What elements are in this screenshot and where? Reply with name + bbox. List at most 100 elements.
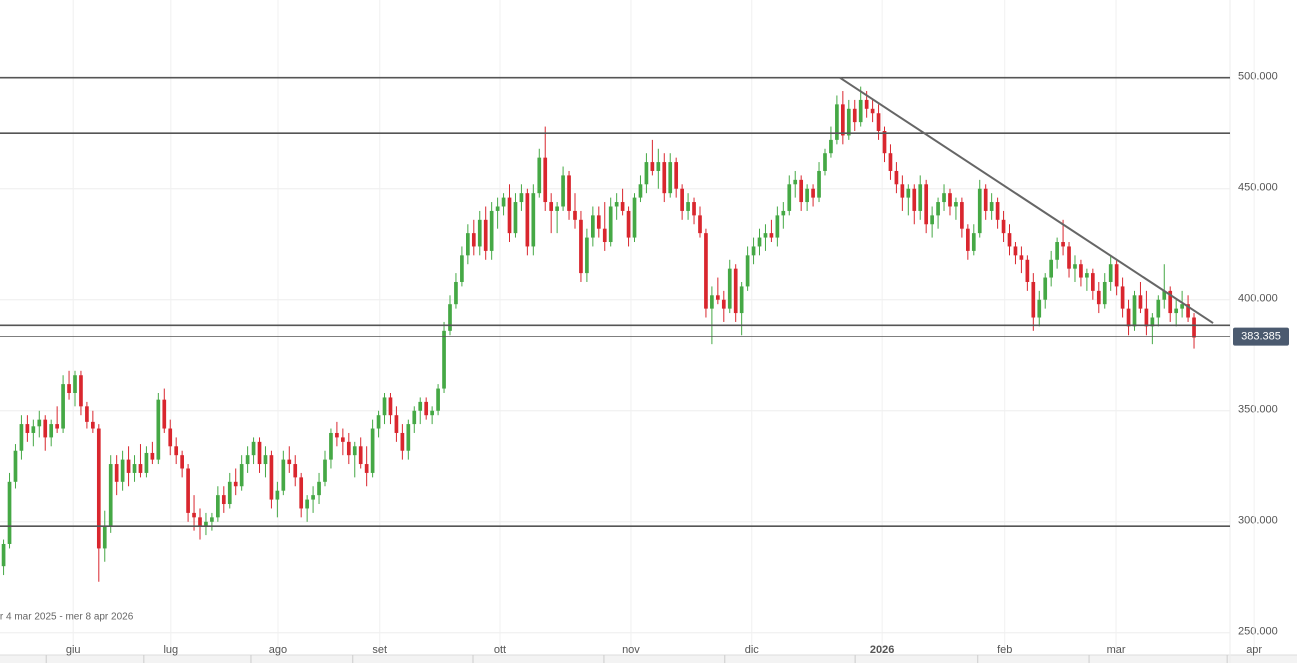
candle-body: [912, 188, 917, 211]
candle-body: [1114, 264, 1119, 287]
candle-body: [293, 464, 298, 478]
candle-body: [210, 517, 214, 522]
candle-body: [585, 237, 589, 274]
candle-body: [1031, 281, 1036, 318]
candle-body: [180, 455, 184, 469]
candle-body: [430, 410, 434, 416]
candle-body: [936, 202, 940, 216]
candle-body: [537, 157, 542, 194]
candle-body: [817, 170, 821, 198]
x-axis-band: [0, 655, 1297, 663]
candle-body: [275, 490, 280, 500]
candle-body: [382, 397, 387, 416]
candle-body: [733, 268, 738, 314]
candle-body: [995, 202, 1000, 220]
candle-body: [614, 202, 619, 207]
candle-body: [745, 255, 750, 287]
candle-body: [466, 233, 470, 256]
candle-body: [769, 233, 774, 238]
candle-body: [531, 193, 536, 247]
candle-body: [1174, 308, 1179, 314]
candle-body: [150, 452, 155, 460]
candle-body: [1186, 304, 1190, 318]
candle-body: [965, 228, 970, 251]
candle-body: [1108, 264, 1113, 282]
candle-body: [55, 424, 59, 429]
candle-body: [31, 426, 36, 433]
candle-body: [168, 428, 173, 447]
candle-body: [787, 184, 792, 211]
candle-body: [186, 468, 190, 513]
candle-body: [1192, 317, 1196, 338]
candle-body: [448, 304, 452, 331]
candle-body: [882, 131, 887, 154]
candle-body: [460, 255, 464, 282]
candle-body: [13, 450, 18, 482]
x-tick-label: nov: [622, 644, 640, 656]
candle-body: [983, 188, 988, 211]
candle-body: [388, 397, 393, 416]
candle-body: [971, 233, 976, 251]
candle-body: [91, 421, 95, 429]
candle-body: [549, 202, 554, 211]
candle-body: [858, 99, 863, 123]
candle-body: [436, 388, 440, 411]
candle-body: [835, 104, 839, 140]
x-tick-label: giu: [66, 644, 81, 656]
candle-body: [144, 452, 149, 473]
candle-body: [1156, 299, 1161, 318]
candle-body: [757, 237, 762, 247]
candle-body: [876, 113, 881, 131]
candle-body: [418, 401, 423, 411]
candle-body: [287, 459, 292, 465]
candle-body: [120, 459, 125, 482]
candle-body: [102, 526, 107, 549]
candle-body: [1067, 246, 1071, 269]
candle-body: [864, 99, 869, 109]
candle-body: [763, 233, 768, 238]
candle-body: [591, 215, 595, 238]
candle-body: [1180, 304, 1184, 309]
candle-body: [811, 188, 815, 198]
candle-body: [579, 219, 583, 274]
candle-body: [894, 170, 899, 185]
candle-body: [632, 197, 637, 238]
candle-body: [317, 481, 321, 496]
candle-body: [739, 286, 744, 314]
candle-body: [19, 424, 24, 451]
candle-body: [138, 464, 143, 473]
annotations: 383.385: [0, 76, 1289, 528]
candle-body: [799, 179, 804, 203]
candle-body: [73, 375, 77, 393]
candle-body: [781, 210, 786, 216]
candle-body: [227, 481, 232, 505]
candle-body: [686, 202, 690, 211]
candle-body: [192, 512, 196, 518]
candle-body: [793, 179, 798, 185]
candle-body: [525, 193, 530, 247]
candle-body: [299, 477, 304, 509]
candle-body: [960, 202, 964, 229]
candle-body: [840, 104, 845, 136]
candle-body: [721, 299, 726, 309]
candle-body: [132, 464, 137, 473]
candle-body: [1055, 242, 1059, 260]
candle-body: [364, 464, 369, 473]
candle-body: [555, 206, 559, 211]
candle-body: [7, 481, 12, 544]
candle-body: [775, 215, 780, 238]
x-tick-label: set: [372, 644, 387, 656]
candle-body: [680, 188, 684, 211]
candle-body: [477, 219, 482, 247]
candle-body: [674, 162, 679, 189]
candle-body: [829, 139, 833, 154]
candle-body: [662, 162, 667, 194]
candle-body: [608, 206, 613, 243]
x-tick-label: apr: [1246, 644, 1262, 656]
candle-body: [198, 517, 202, 527]
candle-body: [989, 202, 994, 211]
x-tick-label: ago: [269, 644, 287, 656]
candle-body: [1049, 259, 1054, 278]
candle-body: [49, 424, 54, 438]
